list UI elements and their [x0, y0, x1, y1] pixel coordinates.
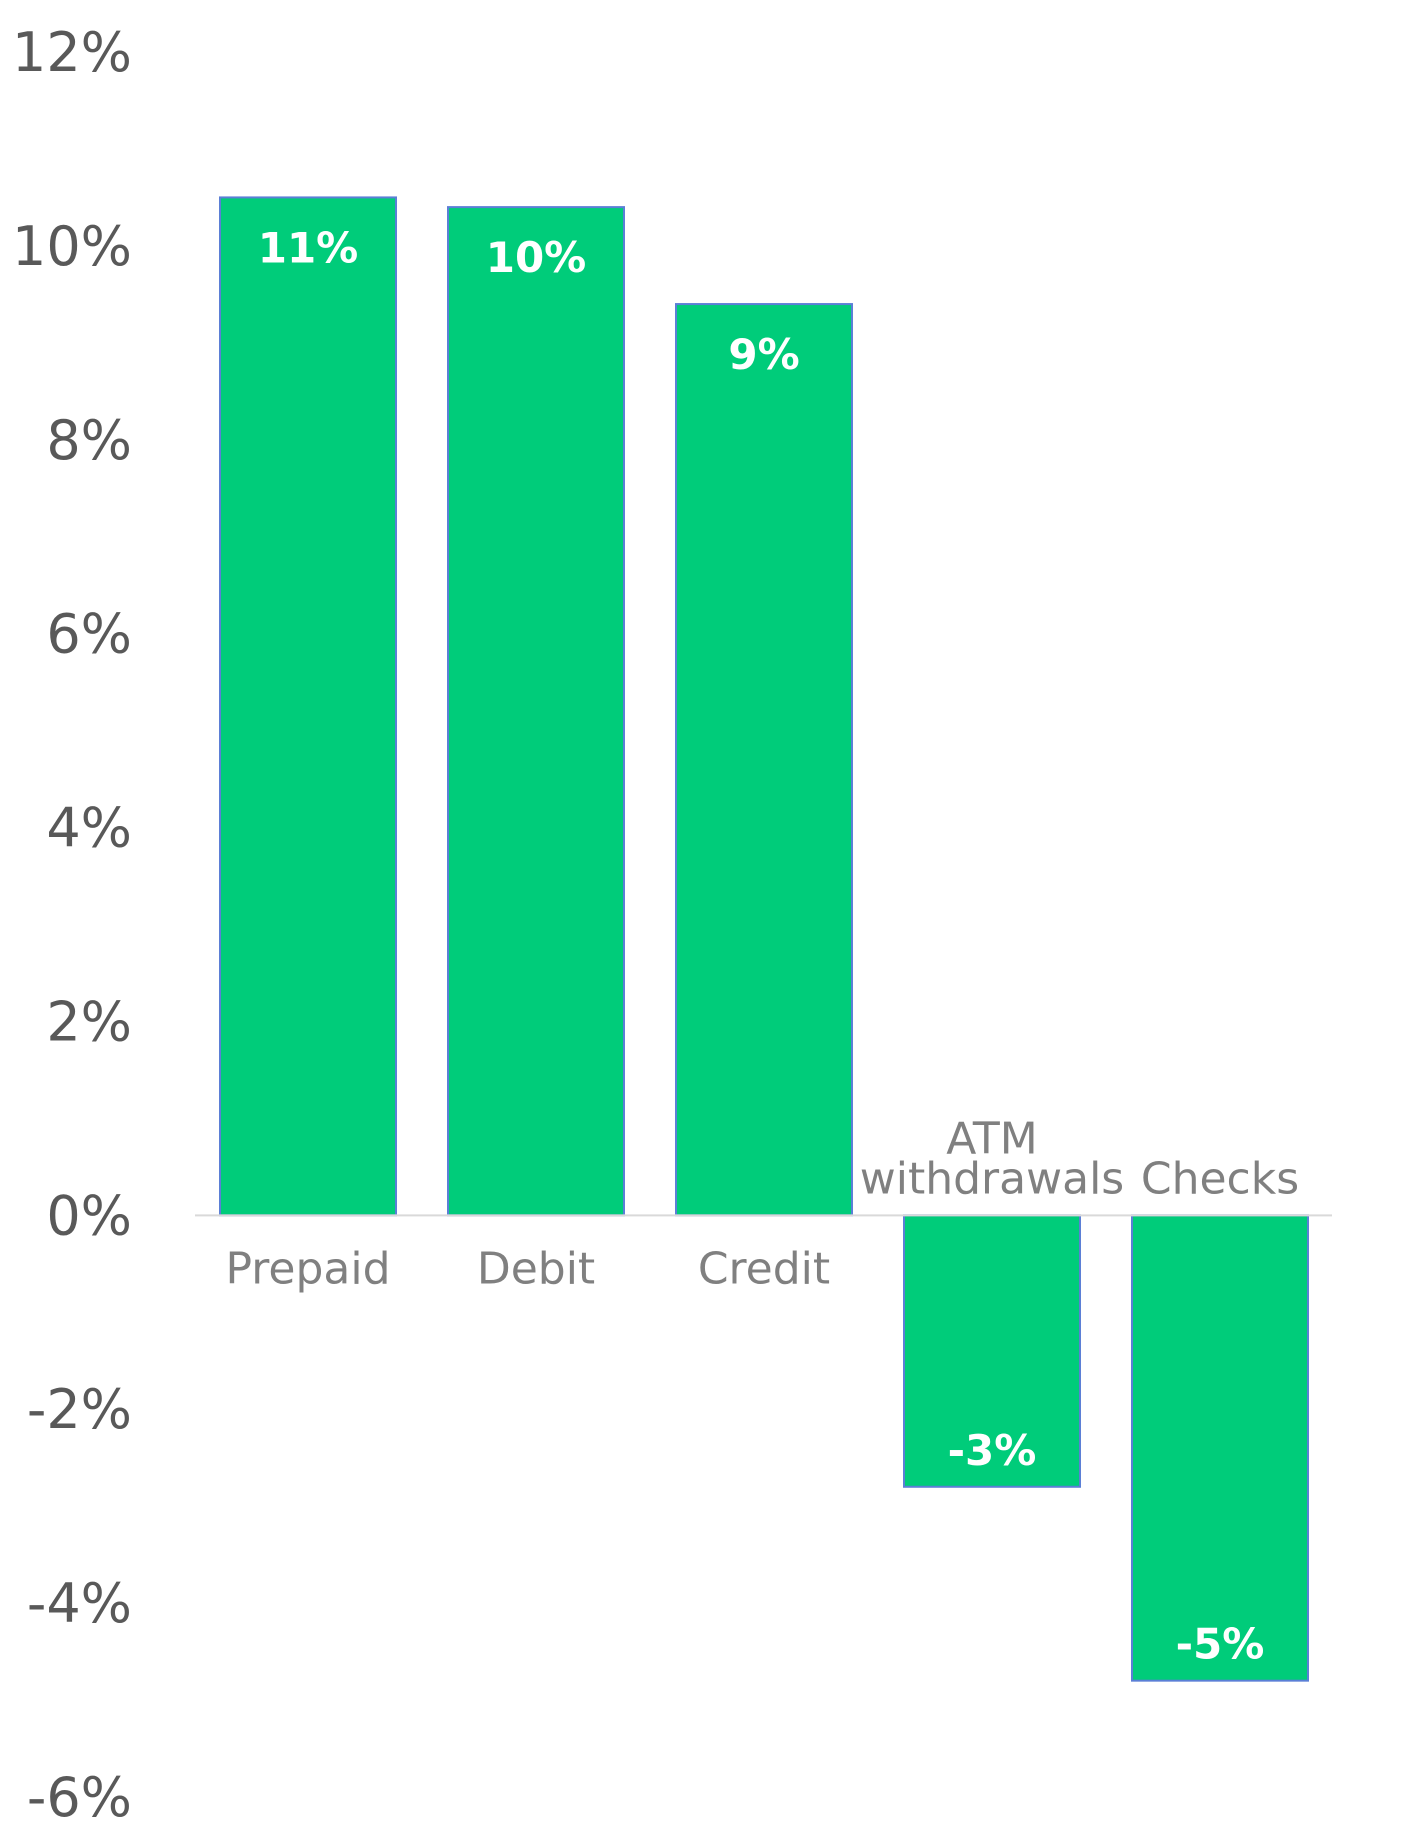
y-tick-label: -2%	[27, 1378, 132, 1441]
bar-prepaid	[219, 196, 397, 1217]
data-label: -5%	[1176, 1620, 1265, 1669]
data-label: 9%	[728, 330, 799, 379]
bar-checks	[1131, 1214, 1309, 1682]
data-label: -3%	[948, 1426, 1037, 1475]
bar-debit	[447, 206, 625, 1217]
category-label: Prepaid	[226, 1243, 391, 1294]
bar-atm-withdrawals	[903, 1214, 1081, 1488]
y-tick-label: -6%	[27, 1766, 132, 1829]
data-labels: 11% 10% 9% -3% -5%	[258, 223, 1265, 1668]
data-label: 11%	[258, 223, 359, 272]
y-axis-tick-labels: 12% 10% 8% 6% 4% 2% 0% -2% -4% -6%	[12, 21, 132, 1829]
data-label: 10%	[486, 233, 587, 282]
y-tick-label: 12%	[12, 21, 132, 84]
category-label: Debit	[477, 1243, 595, 1294]
category-label: Credit	[698, 1243, 830, 1294]
y-tick-label: 2%	[46, 990, 132, 1053]
bars-group	[219, 196, 1309, 1682]
y-tick-label: 6%	[46, 603, 132, 666]
bar-credit	[675, 303, 853, 1217]
category-label: Checks	[1141, 1153, 1299, 1204]
category-labels: Prepaid Debit Credit ATM withdrawals Checks	[226, 1113, 1300, 1294]
y-tick-label: 0%	[46, 1184, 132, 1247]
y-tick-label: -4%	[27, 1572, 132, 1635]
category-label: ATM withdrawals	[860, 1113, 1124, 1204]
y-tick-label: 4%	[46, 797, 132, 860]
y-tick-label: 8%	[46, 409, 132, 472]
y-tick-label: 10%	[12, 215, 132, 278]
